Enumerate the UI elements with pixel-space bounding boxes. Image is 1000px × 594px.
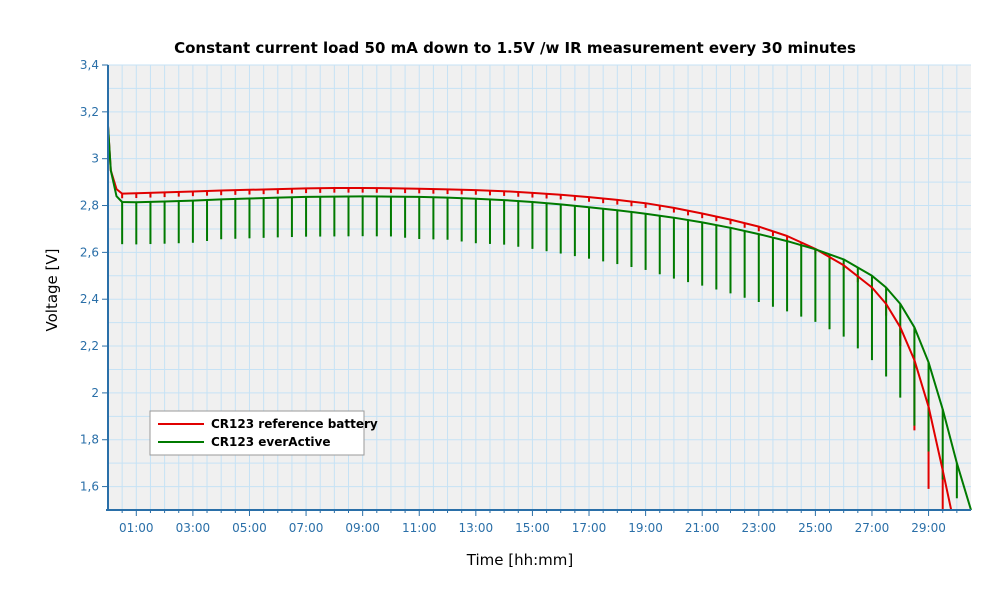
legend-label-everactive: CR123 everActive [211,435,331,449]
x-tick-label: 29:00 [911,521,946,535]
x-tick-labels: 01:00 03:00 05:00 07:00 09:00 11:00 13:00 15:00… [119,521,946,535]
x-tick-label: 03:00 [176,521,211,535]
y-tick-label: 3,2 [80,105,99,119]
x-tick-label: 25:00 [798,521,833,535]
series-line-reference [107,125,953,511]
axes [102,64,971,516]
x-axis-title: Time [hh:mm] [466,551,573,569]
legend: CR123 reference battery CR123 everActive [149,410,378,456]
y-tick-label: 3,4 [80,58,99,72]
y-tick-label: 2,2 [80,339,99,353]
y-tick-label: 1,6 [80,480,99,494]
x-tick-label: 15:00 [515,521,550,535]
x-tick-label: 13:00 [459,521,494,535]
y-tick-label: 2 [91,386,99,400]
y-tick-label: 2,4 [80,292,99,306]
series-line-everactive [107,125,972,511]
x-tick-label: 07:00 [289,521,324,535]
legend-label-reference: CR123 reference battery [211,417,378,431]
x-tick-label: 23:00 [741,521,776,535]
y-axis-title: Voltage [V] [43,249,61,332]
legend-box [149,410,365,456]
y-tick-label: 2,8 [80,199,99,213]
y-tick-label: 3 [91,152,99,166]
chart-title: Constant current load 50 mA down to 1.5V… [174,39,856,57]
y-tick-label: 1,8 [80,433,99,447]
y-tick-labels: 1,6 1,8 2 2,2 2,4 2,6 2,8 3 3,2 3,4 [80,58,99,494]
grid [108,64,971,510]
y-tick-label: 2,6 [80,245,99,259]
x-tick-label: 01:00 [119,521,154,535]
x-tick-label: 17:00 [572,521,607,535]
x-tick-label: 09:00 [345,521,380,535]
x-tick-label: 21:00 [685,521,720,535]
plot-data [107,125,972,511]
x-tick-label: 19:00 [628,521,663,535]
x-tick-label: 27:00 [855,521,890,535]
x-tick-label: 11:00 [402,521,437,535]
x-tick-label: 05:00 [232,521,267,535]
